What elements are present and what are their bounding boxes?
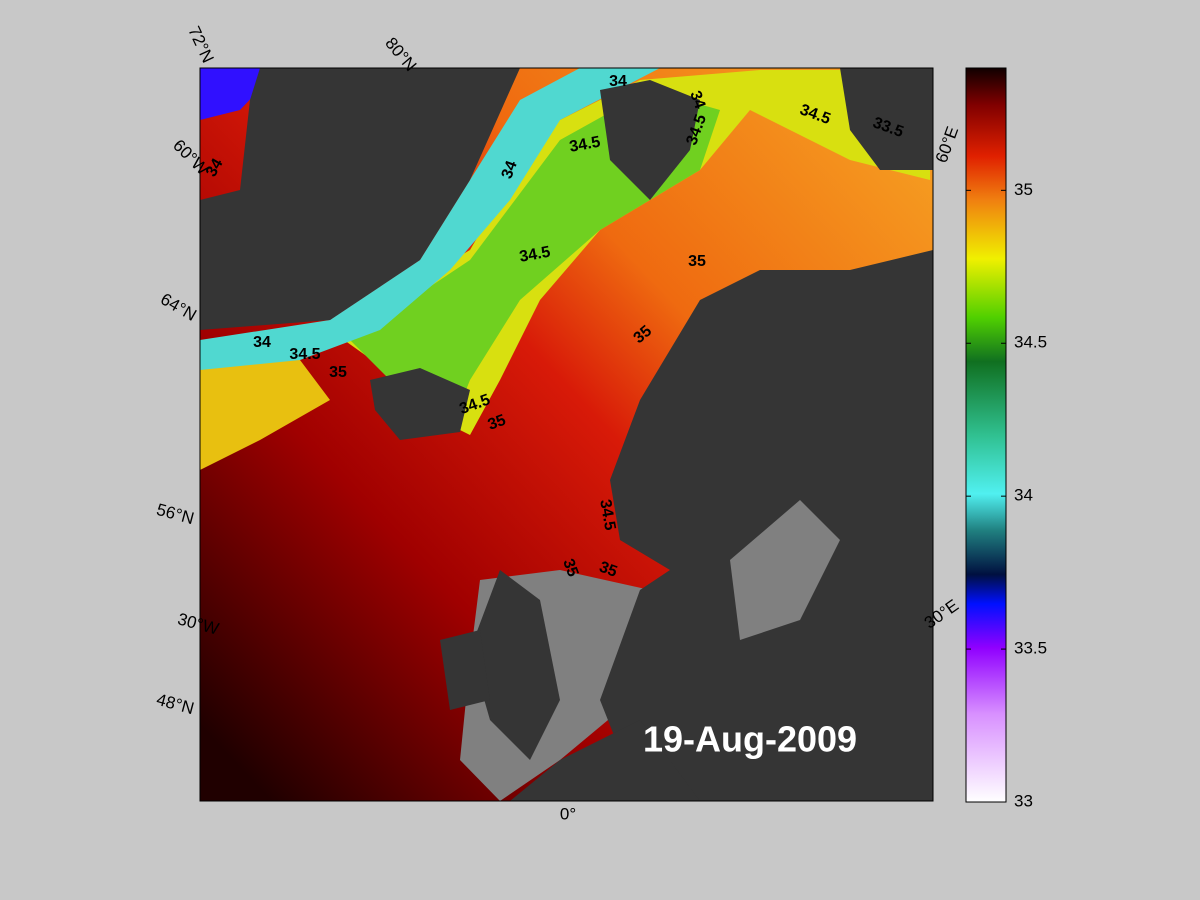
contour-label: 34.5 xyxy=(289,346,320,363)
contour-label: 35 xyxy=(329,364,347,381)
map-frame xyxy=(199,67,934,802)
baltic-sea xyxy=(730,500,840,640)
colorbar-tick-label: 35 xyxy=(1014,180,1033,199)
land-greenland xyxy=(200,68,520,330)
land-europe xyxy=(510,720,700,801)
contour-label: 35 xyxy=(559,557,581,580)
colorbar-tick-label: 34.5 xyxy=(1014,333,1047,352)
colorbar-tick-label: 33 xyxy=(1014,791,1033,810)
graticule-label: 60°E xyxy=(932,124,963,165)
map-panel xyxy=(200,68,933,801)
contour-label: 35 xyxy=(597,559,620,581)
land-iceland xyxy=(370,368,470,440)
graticule-label: 0° xyxy=(560,804,576,823)
contour-label: 34.5 xyxy=(568,134,602,156)
land-svalbard xyxy=(600,80,700,200)
contour-label: 34 xyxy=(499,159,521,182)
land-arctic xyxy=(840,68,933,170)
contour-label: 34 xyxy=(203,156,227,180)
contour-label: 34 xyxy=(686,89,708,112)
colorbar-tick-label: 33.5 xyxy=(1014,639,1047,658)
graticule-label: 48°N xyxy=(154,690,196,718)
land-britain xyxy=(470,570,560,760)
contour-label: 34 xyxy=(253,334,271,351)
contour-label: 34.5 xyxy=(518,244,552,266)
land-ireland xyxy=(440,630,490,710)
contour-label: 35 xyxy=(688,253,706,270)
land-scandinavia xyxy=(600,250,933,801)
contour-label: 35 xyxy=(486,412,509,434)
date-label: 19-Aug-2009 xyxy=(643,719,857,760)
ocean-cyan xyxy=(200,68,660,370)
colorbar-tick-label: 34 xyxy=(1014,486,1033,505)
graticule-label: 64°N xyxy=(157,289,199,324)
ocean-warm-band xyxy=(200,340,330,470)
contour-label: 34 xyxy=(609,73,627,90)
contour-label: 34.5 xyxy=(596,498,618,532)
graticule-label: 56°N xyxy=(154,500,196,528)
graticule-label: 72°N xyxy=(184,23,217,65)
colorbar xyxy=(965,67,1007,803)
